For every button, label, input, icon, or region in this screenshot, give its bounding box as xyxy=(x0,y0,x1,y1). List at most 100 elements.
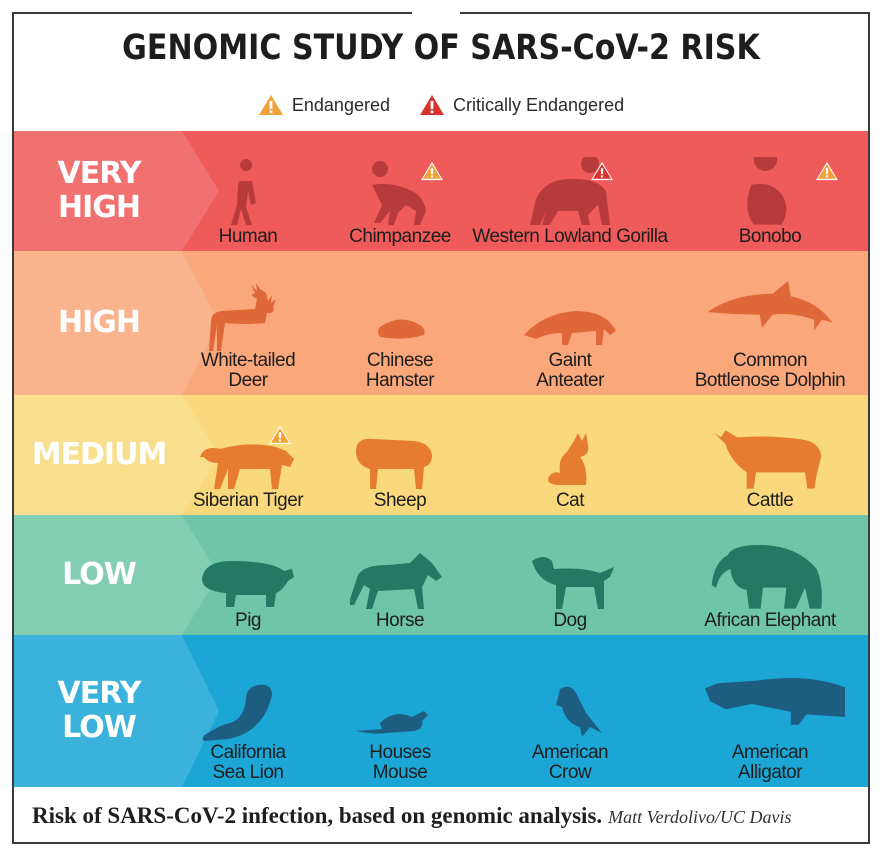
animal-label: African Elephant xyxy=(660,611,880,631)
animal-label-line: Anteater xyxy=(536,370,604,391)
frame-gap xyxy=(412,8,460,16)
risk-band: MEDIUM Siberian Tiger Sheep Cat Cattle xyxy=(14,395,868,515)
human-icon xyxy=(231,159,256,226)
legend-endangered: Endangered xyxy=(258,94,390,116)
band-label: VERY LOW xyxy=(14,677,184,745)
animal-label-line: Western Lowland Gorilla xyxy=(472,226,668,247)
cattle-icon xyxy=(714,430,822,489)
animal-label: Houses Mouse xyxy=(290,743,510,783)
legend: Endangered Critically Endangered xyxy=(0,94,882,121)
animal-label-line: Sheep xyxy=(373,490,427,511)
band-label: MEDIUM xyxy=(14,438,184,472)
band-label: LOW xyxy=(14,558,184,592)
cat-icon xyxy=(548,433,589,485)
band-label: VERY HIGH xyxy=(14,157,184,225)
sea-lion-icon xyxy=(202,684,272,741)
band-chevron xyxy=(14,251,219,395)
animal-label-line: Sea Lion xyxy=(212,762,284,783)
page-title: GENOMIC STUDY OF SARS-CoV-2 RISK xyxy=(122,28,760,68)
band-chevron xyxy=(14,131,219,251)
risk-band: VERY LOW California Sea Lion Houses Mouse Amer… xyxy=(14,635,868,787)
animal-label-line: Pig xyxy=(235,610,261,631)
animal-label-line: Houses xyxy=(369,742,431,763)
animal-label-line: Crow xyxy=(548,762,592,783)
animal-label: Chimpanzee xyxy=(290,227,510,247)
deer-icon xyxy=(209,283,276,351)
alligator-icon xyxy=(705,678,845,725)
animal-label: Dog xyxy=(460,611,680,631)
band-chevron xyxy=(14,635,219,787)
animal-label-line: American xyxy=(731,742,809,763)
band-label-line: MEDIUM xyxy=(31,437,168,472)
pig-icon xyxy=(202,561,294,607)
animal-label-line: Human xyxy=(218,226,278,247)
band-chevron xyxy=(14,395,219,515)
animal-label: Western Lowland Gorilla xyxy=(460,227,680,247)
endangered-warning-icon xyxy=(258,95,283,115)
crow-icon xyxy=(556,686,602,737)
animal-label: Human xyxy=(138,227,358,247)
legend-critically-endangered-label: Critically Endangered xyxy=(453,94,625,115)
animal-label: American Alligator xyxy=(660,743,880,783)
caption-text: Risk of SARS-CoV-2 infection, based on g… xyxy=(32,803,603,828)
band-label: HIGH xyxy=(14,306,184,340)
animal-label-line: Deer xyxy=(228,370,268,391)
anteater-icon xyxy=(524,311,616,345)
animal-label: Chinese Hamster xyxy=(290,351,510,391)
animal-label: White-tailed Deer xyxy=(138,351,358,391)
legend-critically-endangered: Critically Endangered xyxy=(419,94,624,116)
animal-label: Sheep xyxy=(290,491,510,511)
band-label-line: LOW xyxy=(62,710,137,745)
animal-label-line: Bonobo xyxy=(738,226,802,247)
band-label-line: HIGH xyxy=(57,305,141,340)
animal-label: Cat xyxy=(460,491,680,511)
risk-band: HIGH White-tailed Deer Chinese Hamster Gaint A… xyxy=(14,251,868,395)
animal-label-line: Hamster xyxy=(365,370,435,391)
animal-label: Common Bottlenose Dolphin xyxy=(660,351,880,391)
animal-label-line: Siberian Tiger xyxy=(192,490,304,511)
sheep-icon xyxy=(356,438,432,489)
chimpanzee-icon xyxy=(372,161,426,225)
animal-label-line: California xyxy=(210,742,286,763)
animal-label-line: Cattle xyxy=(746,490,794,511)
critically-endangered-warning-icon xyxy=(420,95,444,115)
band-label-line: VERY xyxy=(57,676,142,711)
animal-label: California Sea Lion xyxy=(138,743,358,783)
animal-label-line: White-tailed xyxy=(200,350,296,371)
band-chevron xyxy=(14,515,219,635)
animal-label: Gaint Anteater xyxy=(460,351,680,391)
animal-label: Siberian Tiger xyxy=(138,491,358,511)
caption: Risk of SARS-CoV-2 infection, based on g… xyxy=(32,803,791,829)
animal-label: Bonobo xyxy=(660,227,880,247)
risk-band: LOW Pig Horse Dog African Elephant xyxy=(14,515,868,635)
critically-endangered-warning-icon xyxy=(591,161,613,181)
band-label-line: HIGH xyxy=(57,190,141,225)
animal-label-line: Chimpanzee xyxy=(349,226,451,247)
legend-endangered-label: Endangered xyxy=(291,94,390,115)
animal-label-line: Cat xyxy=(555,490,585,511)
credit: Matt Verdolivo/UC Davis xyxy=(608,807,792,827)
animal-label-line: Alligator xyxy=(737,762,803,783)
animal-label-line: Horse xyxy=(375,610,425,631)
animal-label-line: African Elephant xyxy=(704,610,836,631)
endangered-warning-icon xyxy=(816,161,838,181)
animal-label-line: Bottlenose Dolphin xyxy=(694,370,846,391)
endangered-warning-icon xyxy=(269,425,291,445)
hamster-icon xyxy=(378,319,425,339)
gorilla-icon xyxy=(530,157,610,225)
dolphin-icon xyxy=(707,280,833,331)
animal-label: Cattle xyxy=(660,491,880,511)
animal-label: Horse xyxy=(290,611,510,631)
tiger-icon xyxy=(200,444,294,489)
animal-label: American Crow xyxy=(460,743,680,783)
dog-icon xyxy=(532,557,614,609)
band-label-line: VERY xyxy=(57,156,142,191)
animal-label-line: Mouse xyxy=(372,762,428,783)
animal-label-line: American xyxy=(531,742,609,763)
animal-label-line: Common xyxy=(732,350,808,371)
band-label-line: LOW xyxy=(62,557,137,592)
animal-label-line: Gaint xyxy=(548,350,592,371)
bonobo-icon xyxy=(747,157,787,225)
endangered-warning-icon xyxy=(421,161,443,181)
risk-band: VERY HIGH Human Chimpanzee Western Lowland G… xyxy=(14,131,868,251)
